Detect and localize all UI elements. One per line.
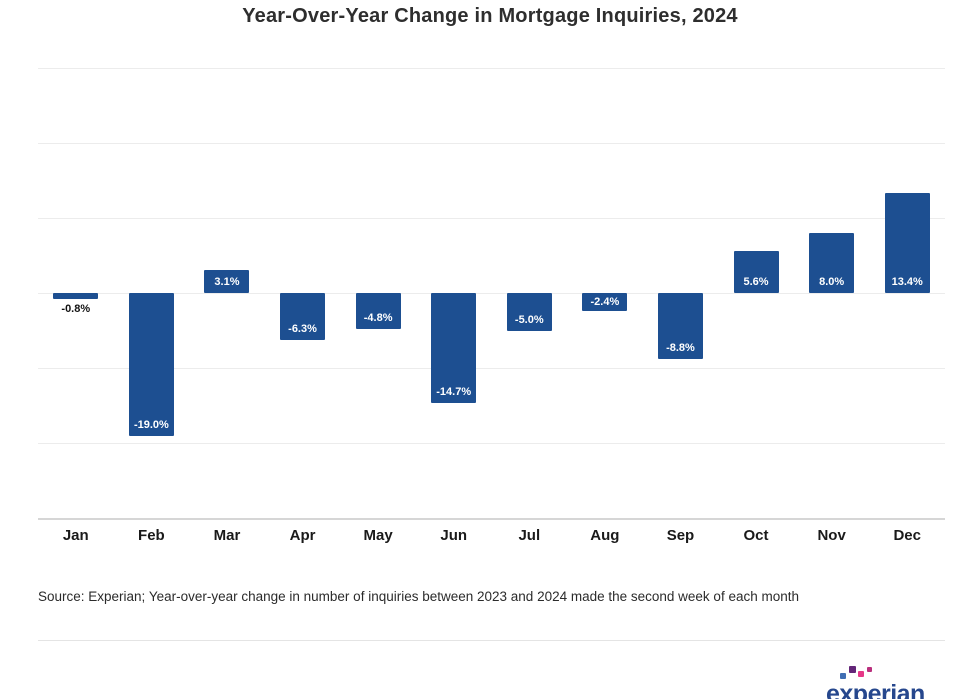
bar-feb bbox=[128, 293, 174, 436]
x-axis-label-mar: Mar bbox=[213, 527, 241, 544]
experian-logo: experian bbox=[826, 666, 956, 699]
bar-aug bbox=[582, 293, 628, 311]
x-axis-label-jul: Jul bbox=[518, 527, 541, 544]
gridline bbox=[38, 218, 945, 219]
logo-spotlight-square-2 bbox=[858, 671, 864, 677]
bar-value-label-aug: -2.4% bbox=[590, 296, 620, 308]
source-note: Source: Experian; Year-over-year change … bbox=[38, 589, 799, 604]
bar-value-label-oct: 5.6% bbox=[743, 276, 769, 288]
bar-jun bbox=[431, 293, 477, 404]
bar-value-label-feb: -19.0% bbox=[133, 418, 169, 431]
chart-area: -0.8% -19.0% 3.1% -6.3% -4.8% -14.7% -5.0% -2.4… bbox=[38, 68, 945, 520]
logo-spotlight-square-3 bbox=[867, 667, 872, 672]
x-axis-line bbox=[38, 518, 945, 520]
logo-spotlight-square-0 bbox=[840, 673, 846, 679]
x-axis-label-jan: Jan bbox=[62, 527, 89, 544]
bar-apr bbox=[280, 293, 326, 341]
gridline bbox=[38, 143, 945, 144]
gridline bbox=[38, 68, 945, 69]
x-axis-label-oct: Oct bbox=[743, 527, 769, 544]
bar-dec bbox=[884, 192, 930, 293]
x-axis-label-aug: Aug bbox=[590, 527, 620, 544]
x-axis-label-sep: Sep bbox=[666, 527, 695, 544]
bar-value-label-nov: 8.0% bbox=[819, 276, 845, 288]
chart-title: Year-Over-Year Change in Mortgage Inquir… bbox=[242, 5, 738, 27]
x-axis-label-jun: Jun bbox=[440, 527, 468, 544]
bar-mar bbox=[204, 269, 250, 293]
bar-nov bbox=[809, 233, 855, 293]
bar-value-label-jul: -5.0% bbox=[514, 313, 544, 326]
bar-jan bbox=[53, 293, 99, 299]
bar-value-label-apr: -6.3% bbox=[288, 323, 317, 336]
gridline bbox=[38, 293, 945, 294]
gridline bbox=[38, 443, 945, 444]
footer-divider bbox=[38, 640, 945, 641]
bar-value-label-dec: 13.4% bbox=[891, 276, 923, 288]
bar-value-label-jun: -14.7% bbox=[436, 386, 472, 399]
bar-value-label-jan: -0.8% bbox=[61, 303, 91, 315]
bar-value-label-may: -4.8% bbox=[363, 312, 393, 324]
x-axis-label-apr: Apr bbox=[289, 527, 316, 544]
x-axis-labels: Jan Feb Mar Apr May Jun Jul Aug Sep Oct Nov Dec bbox=[38, 527, 945, 549]
bar-may bbox=[355, 293, 401, 329]
experian-wordmark: experian bbox=[826, 680, 925, 699]
logo-spotlight-square-1 bbox=[849, 666, 856, 673]
x-axis-label-feb: Feb bbox=[138, 527, 165, 544]
bar-value-label-mar: 3.1% bbox=[214, 276, 240, 288]
gridline bbox=[38, 368, 945, 369]
bar-oct bbox=[733, 251, 779, 293]
bar-sep bbox=[657, 293, 703, 359]
x-axis-label-dec: Dec bbox=[893, 527, 921, 544]
x-axis-label-may: May bbox=[363, 527, 393, 544]
bar-jul bbox=[506, 293, 552, 331]
bar-value-label-sep: -8.8% bbox=[666, 342, 695, 354]
x-axis-label-nov: Nov bbox=[817, 527, 846, 544]
